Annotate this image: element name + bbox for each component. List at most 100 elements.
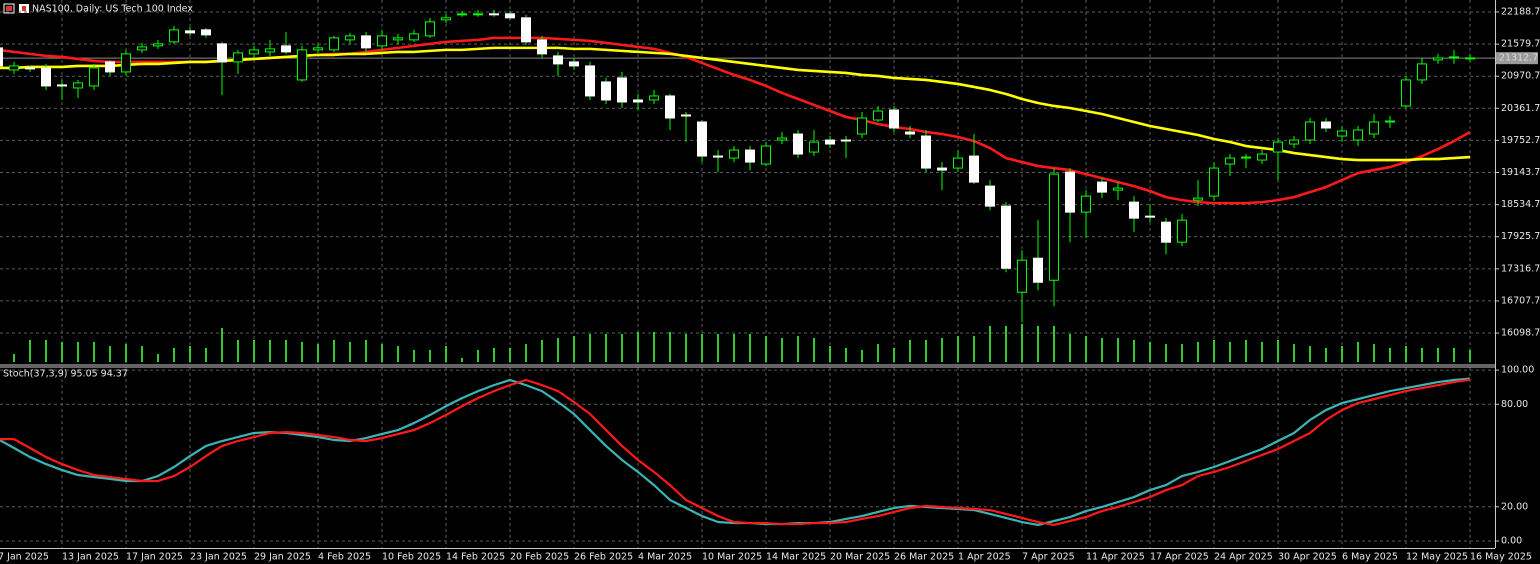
candle-body-bear bbox=[185, 30, 195, 34]
x-tick-label: 14 Mar 2025 bbox=[766, 552, 826, 563]
candle-body-bull bbox=[857, 117, 867, 135]
candle-body-bear bbox=[1033, 257, 1043, 283]
candle-body-bull bbox=[1209, 167, 1219, 197]
candle-body-bull bbox=[1369, 121, 1379, 135]
candle-body-bull bbox=[153, 43, 163, 47]
candle-body-bear bbox=[1097, 181, 1107, 193]
candle-body-bull bbox=[1289, 139, 1299, 145]
candle-body-bear bbox=[921, 135, 931, 169]
candle-body-bull bbox=[169, 29, 179, 43]
x-tick-label: 14 Feb 2025 bbox=[446, 552, 505, 563]
indicator-label: Stoch(37,3,9) 95.05 94.37 bbox=[3, 369, 128, 380]
volume bbox=[13, 324, 1471, 362]
candle-body-bear bbox=[585, 65, 595, 97]
candle-body-bear bbox=[505, 13, 515, 19]
indicator-line bbox=[0, 46, 1471, 162]
candle-body-bear bbox=[537, 39, 547, 55]
candle-body-bull bbox=[1225, 157, 1235, 165]
candle-body-bull bbox=[1449, 56, 1459, 59]
candle-body-bear bbox=[1321, 121, 1331, 129]
x-tick-label: 7 Apr 2025 bbox=[1022, 552, 1075, 563]
candle-body-bull bbox=[1081, 195, 1091, 213]
x-tick-label: 16 May 2025 bbox=[1470, 552, 1532, 563]
y-tick-label: 20970.7 bbox=[1501, 71, 1540, 82]
candle-body-bear bbox=[905, 131, 915, 135]
candle-body-bear bbox=[41, 67, 51, 87]
y-tick-label: 20.00 bbox=[1501, 501, 1528, 512]
x-tick-label: 30 Apr 2025 bbox=[1278, 552, 1337, 563]
y-tick-label: 21579.7 bbox=[1501, 39, 1540, 50]
x-tick-label: 26 Feb 2025 bbox=[574, 552, 633, 563]
candle-body-bull bbox=[1017, 259, 1027, 293]
x-tick-label: 24 Apr 2025 bbox=[1214, 552, 1273, 563]
candle-body-bull bbox=[1465, 57, 1475, 60]
x-tick-label: 10 Feb 2025 bbox=[382, 552, 441, 563]
candle-body-bull bbox=[1177, 219, 1187, 243]
candle-body-bull bbox=[1417, 63, 1427, 81]
y-tick-label: 0.00 bbox=[1501, 535, 1522, 546]
candle-body-bull bbox=[409, 33, 419, 41]
candle-body-bull bbox=[9, 65, 19, 71]
candle-body-bear bbox=[841, 139, 851, 142]
candle-body-bear bbox=[489, 13, 499, 16]
x-tick-label: 1 Apr 2025 bbox=[958, 552, 1011, 563]
candle-body-bull bbox=[345, 35, 355, 41]
candle-body-bull bbox=[73, 82, 83, 89]
candle-body-bear bbox=[633, 99, 643, 103]
candle-body-bear bbox=[665, 95, 675, 119]
candle-body-bear bbox=[1129, 201, 1139, 219]
candle-body-bear bbox=[937, 167, 947, 171]
x-tick-label: 12 May 2025 bbox=[1406, 552, 1468, 563]
candle-body-bear bbox=[569, 61, 579, 67]
candle-body-bull bbox=[1385, 120, 1395, 123]
candle-body-bull bbox=[297, 49, 307, 81]
x-tick-label: 20 Mar 2025 bbox=[830, 552, 890, 563]
candle-body-bear bbox=[681, 114, 691, 117]
candle-body-bull bbox=[1241, 156, 1251, 159]
candle-body-bear bbox=[217, 43, 227, 63]
candle-body-bear bbox=[1065, 171, 1075, 213]
candle-body-bull bbox=[233, 52, 243, 63]
candle-body-bull bbox=[649, 95, 659, 101]
candle-body-bull bbox=[249, 49, 259, 55]
candle-body-bear bbox=[105, 61, 115, 73]
candle-body-bull bbox=[329, 37, 339, 51]
candle-body-bull bbox=[1337, 130, 1347, 137]
x-tick-label: 4 Mar 2025 bbox=[638, 552, 692, 563]
candle-body-bull bbox=[729, 149, 739, 159]
lines bbox=[0, 36, 1471, 527]
last-price-box bbox=[1496, 52, 1538, 65]
candle-body-bear bbox=[969, 155, 979, 183]
x-tick-label: 10 Mar 2025 bbox=[702, 552, 762, 563]
candle-body-bull bbox=[265, 48, 275, 53]
candle-body-bear bbox=[697, 121, 707, 157]
candle-body-bear bbox=[553, 55, 563, 65]
x-tick-label: 26 Mar 2025 bbox=[894, 552, 954, 563]
x-tick-label: 17 Jan 2025 bbox=[126, 552, 183, 563]
candle-body-bull bbox=[457, 13, 467, 16]
candle-body-bull bbox=[425, 21, 435, 37]
candle-body-bear bbox=[281, 45, 291, 53]
candle-body-bull bbox=[121, 53, 131, 73]
candle-body-bull bbox=[953, 157, 963, 169]
candle-body-bull bbox=[137, 46, 147, 51]
candle-body-bear bbox=[793, 133, 803, 155]
candle-body-bear bbox=[1145, 215, 1155, 218]
candle-body-bull bbox=[1113, 187, 1123, 191]
y-tick-label: 19143.7 bbox=[1501, 167, 1540, 178]
candle-body-bull bbox=[473, 13, 483, 16]
y-tick-label: 20361.7 bbox=[1501, 103, 1540, 114]
candle-body-bear bbox=[1161, 221, 1171, 243]
x-tick-label: 23 Jan 2025 bbox=[190, 552, 247, 563]
candle-body-bull bbox=[89, 67, 99, 87]
candle-body-bear bbox=[617, 77, 627, 103]
x-tick-label: 4 Feb 2025 bbox=[318, 552, 371, 563]
last-price-label: 21312.7 bbox=[1499, 53, 1538, 64]
candle-body-bull bbox=[377, 35, 387, 47]
candle-body-bear bbox=[745, 149, 755, 163]
candle-body-bear bbox=[25, 67, 35, 70]
candle-body-bull bbox=[809, 141, 819, 153]
